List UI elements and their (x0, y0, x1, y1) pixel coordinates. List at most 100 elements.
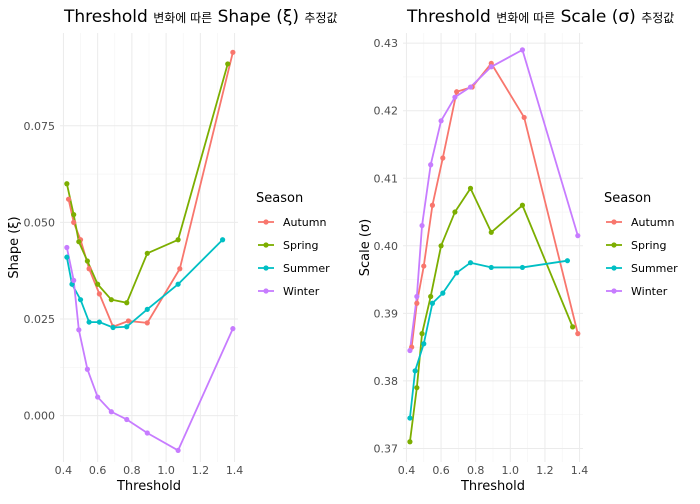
data-point-winter (144, 430, 150, 436)
data-point-winter (414, 293, 420, 300)
legend-label-spring: Spring (283, 239, 319, 252)
data-point-autumn (230, 49, 236, 55)
legend-title: Season (256, 191, 303, 206)
data-point-spring (144, 250, 150, 256)
series-line-summer (409, 259, 568, 419)
data-point-spring (407, 439, 413, 445)
data-point-summer (412, 368, 418, 374)
x-tick-label: 1.4 (571, 464, 589, 477)
legend-key-point (611, 219, 617, 225)
y-axis-title: Shape (ξ) (7, 216, 22, 278)
y-tick-label: 0.43 (374, 37, 399, 50)
data-point-summer (77, 297, 84, 303)
series-line-winter (409, 48, 579, 351)
data-point-spring (175, 237, 181, 243)
chart-title-part: 변화에 따른 (496, 11, 555, 25)
chart-title-part: Shape (ξ) (212, 7, 304, 27)
data-point-summer (219, 237, 226, 243)
data-point-autumn (125, 318, 132, 324)
legend-key-point (263, 288, 269, 294)
data-point-winter (230, 326, 236, 332)
data-point-autumn (429, 202, 436, 208)
data-point-spring (438, 243, 444, 249)
legend-key-point (611, 288, 617, 294)
data-point-autumn (86, 266, 92, 272)
data-point-winter (175, 447, 181, 454)
data-point-spring (419, 331, 425, 337)
legend-label-summer: Summer (283, 262, 330, 275)
data-point-spring (519, 202, 526, 208)
x-tick-label: 1.0 (157, 464, 175, 477)
x-tick-label: 0.4 (55, 464, 73, 477)
x-tick-label: 1.0 (502, 464, 520, 477)
data-point-spring (108, 297, 114, 303)
data-point-winter (467, 84, 474, 90)
x-tick-label: 0.8 (123, 464, 141, 477)
x-tick-label: 1.2 (536, 464, 554, 477)
y-tick-label: 0.40 (374, 240, 399, 253)
data-point-autumn (454, 89, 460, 95)
chart-title: Threshold 변화에 따른 Shape (ξ) 추정값 (63, 7, 338, 27)
data-point-autumn (440, 155, 446, 161)
x-tick-label: 0.8 (467, 464, 485, 477)
data-point-winter (108, 409, 114, 415)
data-point-winter (95, 394, 101, 400)
y-tick-label: 0.41 (374, 172, 399, 185)
data-point-winter (124, 416, 130, 423)
y-tick-label: 0.000 (24, 410, 56, 423)
data-point-winter (428, 162, 434, 168)
chart-title-part: 추정값 (641, 11, 674, 25)
x-axis-title: Threshold (116, 479, 181, 494)
data-point-summer (96, 319, 102, 325)
data-point-spring (428, 293, 434, 300)
legend-title: Season (604, 191, 651, 206)
data-point-autumn (414, 300, 420, 306)
y-tick-label: 0.38 (374, 375, 399, 388)
panel-scale: 0.4 0.6 0.8 1.0 1.2 1.4 0.37 0.38 0.39 0.40 0.41 0.… (358, 7, 678, 494)
chart-title-part: Scale (σ) (555, 7, 641, 27)
legend-key-point (611, 265, 617, 271)
x-tick-label: 1.2 (192, 464, 210, 477)
panel-shape: 0.4 0.6 0.8 1.0 1.2 1.4 0.000 0.025 0.050 0.075 Th… (7, 7, 338, 494)
x-axis-title: Threshold (460, 479, 525, 494)
data-point-spring (64, 181, 70, 187)
data-point-spring (467, 185, 474, 191)
data-point-summer (454, 270, 460, 276)
data-point-spring (95, 281, 101, 287)
legend-key-point (611, 242, 617, 248)
series-line-summer (65, 239, 224, 329)
series-line-winter (65, 247, 234, 452)
data-point-summer (407, 415, 413, 421)
data-point-winter (519, 47, 526, 53)
legend-key-point (263, 265, 269, 271)
chart-title-part: 변화에 따른 (153, 11, 212, 25)
data-point-autumn (144, 320, 150, 326)
y-tick-label: 0.075 (24, 120, 56, 133)
data-point-summer (488, 264, 494, 271)
data-point-winter (438, 118, 444, 124)
data-point-winter (64, 244, 70, 251)
data-point-spring (488, 229, 494, 235)
data-point-autumn (575, 331, 581, 337)
data-point-summer (519, 264, 526, 271)
legend-label-summer: Summer (631, 262, 678, 275)
x-tick-label: 1.4 (226, 464, 244, 477)
data-point-summer (429, 300, 436, 306)
data-point-spring (414, 385, 420, 391)
chart-title: Threshold 변화에 따른 Scale (σ) 추정값 (406, 7, 674, 27)
x-tick-label: 0.6 (89, 464, 107, 477)
data-point-spring (84, 258, 90, 264)
data-point-spring (570, 324, 576, 330)
legend-label-winter: Winter (283, 285, 320, 298)
data-point-autumn (65, 196, 72, 202)
y-tick-label: 0.025 (24, 313, 56, 326)
data-point-spring (76, 239, 82, 245)
x-tick-label: 0.4 (398, 464, 416, 477)
chart-title-part: Threshold (63, 7, 153, 27)
legend-key-point (263, 219, 269, 225)
data-point-summer (440, 290, 446, 296)
y-tick-label: 0.42 (374, 105, 399, 118)
legend-label-winter: Winter (631, 285, 668, 298)
data-point-winter (71, 277, 77, 283)
